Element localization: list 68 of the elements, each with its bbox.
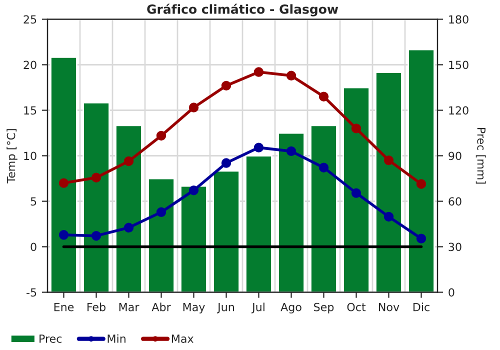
bar [375,72,402,292]
y-tick-label: 10 [24,152,36,160]
y2-tick-label: 120 [449,106,468,115]
point [221,158,232,168]
point [221,80,232,91]
x-tick-label: Mar [119,303,140,312]
point [58,230,69,240]
bar [50,56,78,292]
point [124,222,134,232]
x-tick-label: Abr [152,302,171,312]
y2-tick-label: 0 [448,288,454,297]
legend-label: Prec [40,334,62,343]
bar [278,132,305,292]
point [156,130,166,141]
point [351,124,362,134]
point [254,67,264,77]
y2-tick-label: 180 [449,15,468,24]
bar [82,102,110,292]
x-tick-label: Ago [280,303,302,314]
legend-label: Max [172,334,194,343]
y2-tick-label: 90 [448,152,462,160]
x-tick-label: Dic [413,302,430,312]
bar [245,155,272,292]
point [416,179,426,189]
point [351,188,362,198]
bar [342,86,370,292]
x-tick-label: Jun [216,303,234,314]
y-tick-label: 15 [24,106,36,115]
y2-tick-label: 60 [448,197,462,206]
y-tick-label: -5 [26,288,36,297]
x-tick-label: Jul [251,302,264,314]
y-tick-label: 0 [30,242,36,252]
bar [148,178,175,292]
point [188,185,199,196]
point [384,212,394,222]
legend-label: Min [108,334,126,343]
point [318,92,329,102]
point [286,146,296,156]
x-tick-label: Oct [347,302,366,312]
y-tick-label: 20 [24,60,36,70]
chart-title: Gráfico climático - Glasgow [147,4,338,16]
x-tick-label: Ene [54,303,74,312]
point [318,162,329,172]
point [124,156,134,166]
bar [310,124,338,292]
y-tick-label: 5 [30,197,36,206]
point [156,207,166,218]
y-tick-label: 25 [24,15,36,24]
y-axis-title: Temp [°C] [6,129,18,184]
point [286,70,296,81]
point [58,178,69,188]
point [416,234,426,244]
point [188,102,199,112]
bar [115,124,142,292]
y2-tick-label: 30 [448,242,462,252]
bar [212,170,240,292]
x-tick-label: Nov [378,303,400,312]
x-tick-label: May [183,303,205,314]
point [91,172,102,182]
x-tick-label: Sep [314,302,334,314]
point [384,155,394,166]
bar [408,48,435,292]
y2-tick-label: 150 [449,60,468,70]
point [91,230,102,241]
x-tick-label: Feb [88,302,106,312]
bar [180,185,208,292]
y2-axis-title: Prec [mm] [476,128,486,184]
point [254,142,264,152]
